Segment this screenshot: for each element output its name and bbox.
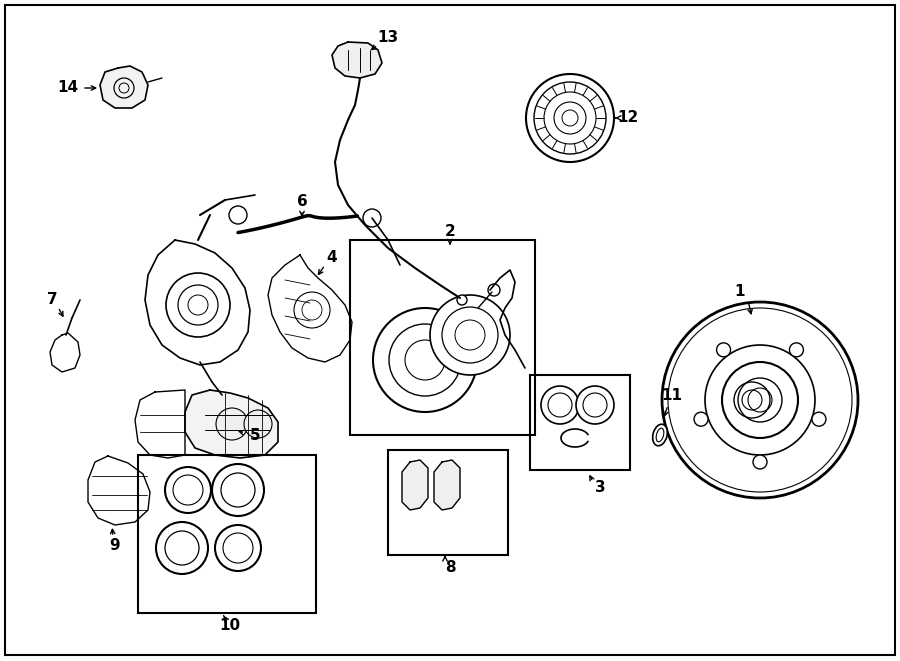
Circle shape (662, 302, 858, 498)
Circle shape (457, 295, 467, 305)
Text: 9: 9 (110, 537, 121, 553)
Circle shape (229, 206, 247, 224)
Text: 10: 10 (220, 617, 240, 633)
Circle shape (165, 467, 211, 513)
Circle shape (212, 464, 264, 516)
Text: 12: 12 (617, 110, 639, 126)
Circle shape (430, 295, 510, 375)
Polygon shape (434, 460, 460, 510)
Text: 2: 2 (445, 225, 455, 239)
Circle shape (541, 386, 579, 424)
Text: 13: 13 (377, 30, 399, 46)
Bar (388, 450, 508, 555)
Circle shape (215, 525, 261, 571)
Circle shape (216, 408, 248, 440)
Text: 5: 5 (249, 428, 260, 442)
Polygon shape (402, 460, 428, 510)
Text: 8: 8 (445, 561, 455, 576)
Circle shape (526, 74, 614, 162)
Circle shape (694, 412, 708, 426)
Text: 6: 6 (297, 194, 308, 210)
Polygon shape (100, 66, 148, 108)
Circle shape (244, 410, 272, 438)
Text: 4: 4 (327, 251, 338, 266)
Polygon shape (185, 390, 278, 458)
Text: 1: 1 (734, 284, 745, 299)
Circle shape (789, 343, 804, 357)
Circle shape (576, 386, 614, 424)
Circle shape (166, 273, 230, 337)
Text: 3: 3 (595, 481, 606, 496)
Circle shape (716, 343, 731, 357)
Circle shape (812, 412, 826, 426)
Bar (350, 240, 535, 435)
Text: 11: 11 (662, 387, 682, 403)
Ellipse shape (652, 424, 667, 446)
Circle shape (373, 308, 477, 412)
Text: 14: 14 (58, 81, 78, 95)
Circle shape (363, 209, 381, 227)
Polygon shape (332, 42, 382, 78)
Bar (530, 375, 630, 470)
Circle shape (488, 284, 500, 296)
Ellipse shape (656, 428, 664, 442)
Circle shape (753, 455, 767, 469)
Circle shape (156, 522, 208, 574)
Text: 7: 7 (47, 293, 58, 307)
Bar (138, 455, 316, 613)
